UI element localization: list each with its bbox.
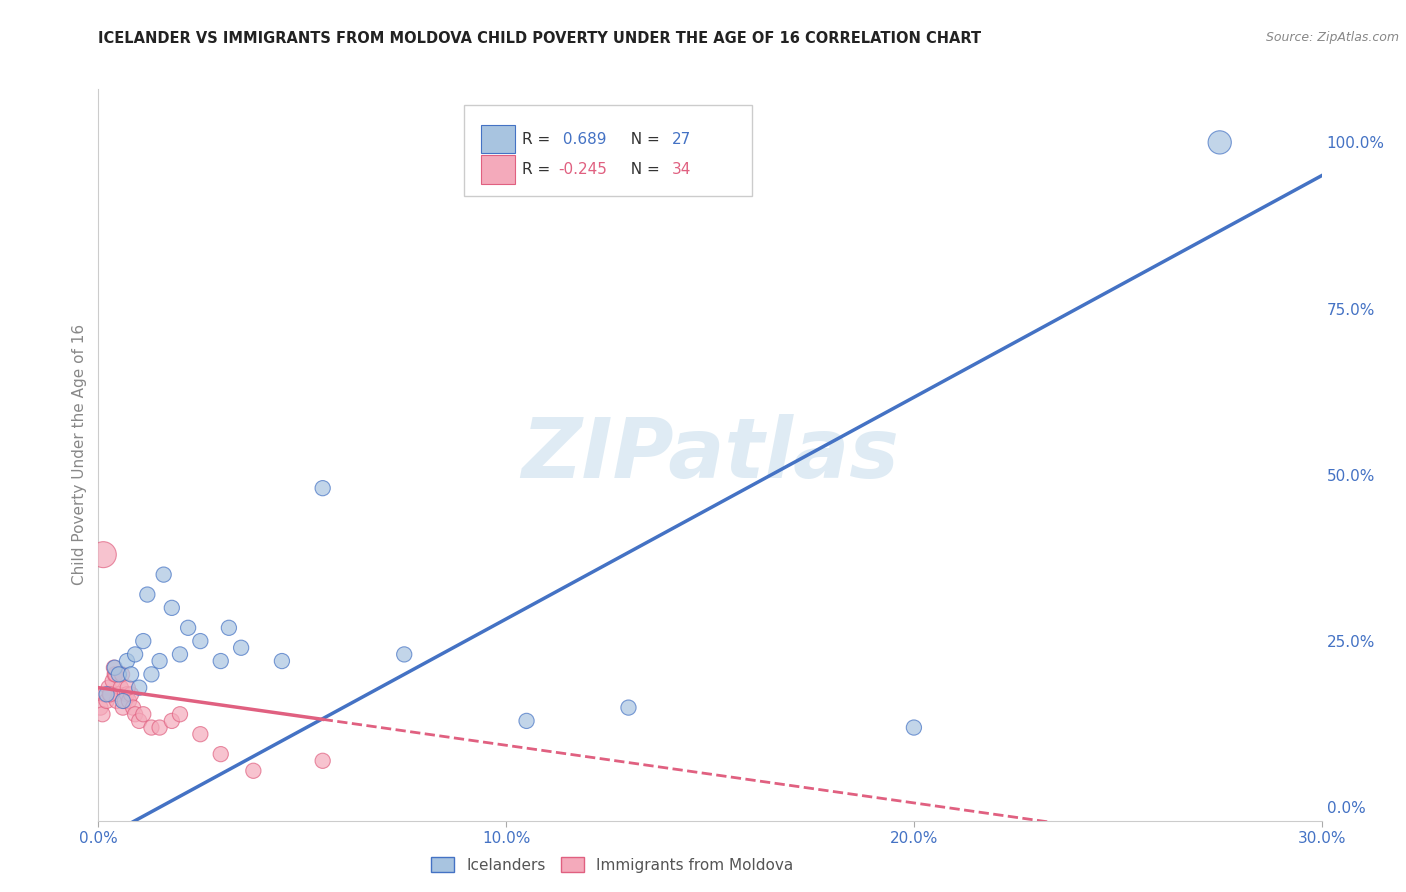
Point <box>136 588 159 602</box>
Point <box>89 700 111 714</box>
Point <box>104 661 127 675</box>
Point <box>132 634 155 648</box>
Text: R =: R = <box>522 132 555 146</box>
Point <box>111 667 134 681</box>
Point <box>160 714 183 728</box>
Point <box>270 654 294 668</box>
Text: R =: R = <box>522 162 555 177</box>
Point <box>218 621 240 635</box>
Point <box>98 687 121 701</box>
Point <box>312 481 335 495</box>
Point <box>96 694 118 708</box>
Point <box>104 667 127 681</box>
Point <box>169 648 191 662</box>
Text: 0.689: 0.689 <box>558 132 606 146</box>
Point <box>124 648 146 662</box>
Point <box>188 727 212 741</box>
Point <box>115 687 138 701</box>
Point <box>103 661 125 675</box>
Point <box>209 747 232 761</box>
Point <box>128 714 150 728</box>
Point <box>117 681 139 695</box>
Point <box>149 654 172 668</box>
Text: -0.245: -0.245 <box>558 162 607 177</box>
Point <box>242 764 264 778</box>
Legend: Icelanders, Immigrants from Moldova: Icelanders, Immigrants from Moldova <box>425 851 800 879</box>
Point <box>392 648 416 662</box>
Point <box>114 694 136 708</box>
Point <box>141 667 163 681</box>
Point <box>110 681 132 695</box>
Point <box>160 600 183 615</box>
Y-axis label: Child Poverty Under the Age of 16: Child Poverty Under the Age of 16 <box>72 325 87 585</box>
Point <box>104 667 127 681</box>
Point <box>152 567 174 582</box>
Point <box>118 694 141 708</box>
Point <box>111 700 134 714</box>
Point <box>111 694 134 708</box>
Point <box>115 654 138 668</box>
Point <box>516 714 538 728</box>
Point <box>128 681 150 695</box>
Point <box>105 694 128 708</box>
Point <box>93 687 115 701</box>
Text: N =: N = <box>621 132 665 146</box>
Point <box>108 687 131 701</box>
Point <box>120 687 142 701</box>
Point <box>1208 136 1232 150</box>
Text: N =: N = <box>621 162 665 177</box>
Point <box>149 721 172 735</box>
Point <box>231 640 253 655</box>
Point <box>169 707 191 722</box>
Point <box>617 700 640 714</box>
Point <box>97 681 120 695</box>
Text: ICELANDER VS IMMIGRANTS FROM MOLDOVA CHILD POVERTY UNDER THE AGE OF 16 CORRELATI: ICELANDER VS IMMIGRANTS FROM MOLDOVA CHI… <box>98 31 981 46</box>
Text: ZIPatlas: ZIPatlas <box>522 415 898 495</box>
Point <box>101 673 124 688</box>
Point <box>122 700 145 714</box>
Point <box>124 707 146 722</box>
Point <box>100 687 122 701</box>
Point <box>91 548 114 562</box>
Text: 34: 34 <box>672 162 692 177</box>
Point <box>91 707 114 722</box>
Text: 27: 27 <box>672 132 692 146</box>
Point <box>312 754 335 768</box>
Point <box>209 654 232 668</box>
Text: Source: ZipAtlas.com: Source: ZipAtlas.com <box>1265 31 1399 45</box>
Point <box>177 621 200 635</box>
Point <box>141 721 163 735</box>
Point <box>188 634 212 648</box>
Point <box>96 687 118 701</box>
Point <box>108 667 131 681</box>
Point <box>903 721 925 735</box>
Point <box>120 667 142 681</box>
Point <box>132 707 155 722</box>
